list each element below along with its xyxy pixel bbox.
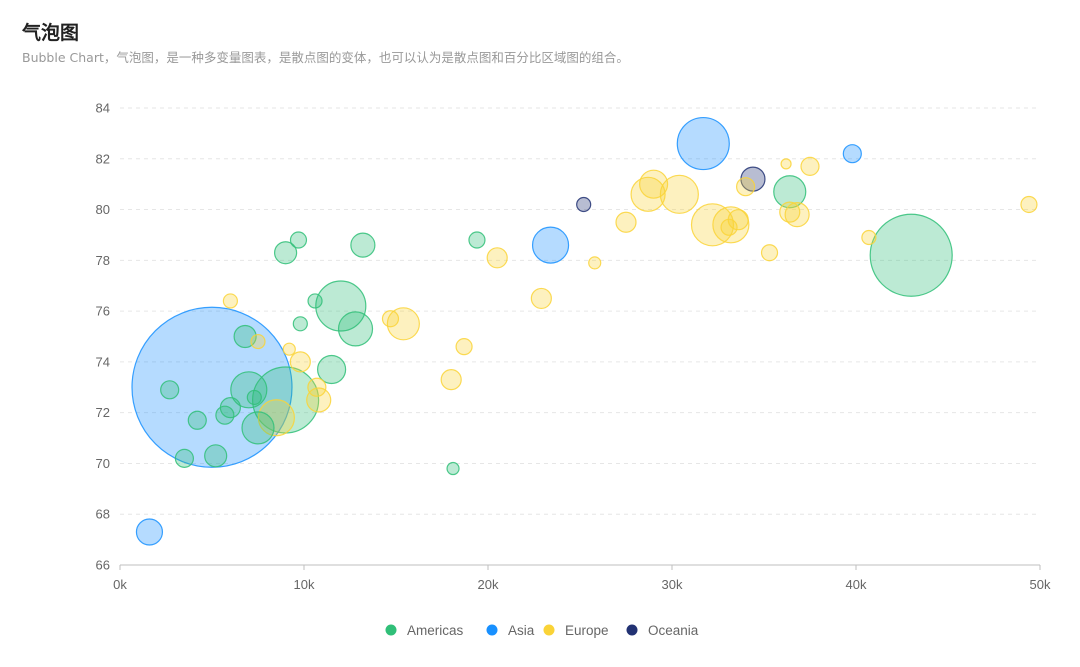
x-tick-label: 10k — [294, 577, 315, 592]
y-tick-label: 70 — [96, 456, 110, 471]
bubble-americas[interactable] — [204, 444, 228, 468]
legend-marker — [626, 624, 638, 636]
bubble-europe[interactable] — [1020, 195, 1038, 214]
bubble-europe[interactable] — [306, 387, 332, 413]
bubble-europe[interactable] — [222, 293, 238, 309]
bubble-asia[interactable] — [676, 116, 730, 171]
bubble-americas[interactable] — [230, 371, 268, 409]
bubble-europe[interactable] — [386, 307, 420, 341]
bubble-americas[interactable] — [289, 231, 308, 249]
chart-title: 气泡图 — [22, 22, 80, 44]
bubble-americas[interactable] — [307, 293, 323, 309]
bubble-americas[interactable] — [160, 380, 180, 400]
bubble-europe[interactable] — [712, 206, 750, 244]
legend-item-oceania[interactable]: Oceania — [626, 623, 699, 638]
bubble-asia[interactable] — [131, 306, 293, 468]
bubble-americas[interactable] — [292, 316, 308, 332]
bubble-europe[interactable] — [659, 174, 699, 214]
legend-item-americas[interactable]: Americas — [385, 623, 464, 638]
bubble-asia[interactable] — [842, 144, 862, 164]
bubble-oceania[interactable] — [576, 196, 592, 213]
bubble-americas[interactable] — [869, 213, 953, 297]
y-tick-label: 78 — [96, 253, 110, 268]
bubble-americas[interactable] — [350, 232, 376, 258]
x-tick-label: 30k — [662, 577, 683, 592]
y-tick-label: 84 — [96, 101, 110, 116]
bubble-americas[interactable] — [174, 448, 194, 468]
legend-marker — [486, 624, 498, 636]
bubble-europe[interactable] — [455, 338, 473, 356]
legend-marker — [385, 624, 397, 636]
bubble-americas[interactable] — [773, 175, 807, 209]
bubble-europe[interactable] — [250, 333, 266, 350]
bubble-americas[interactable] — [315, 280, 367, 332]
bubble-europe[interactable] — [307, 377, 327, 397]
bubble-europe[interactable] — [486, 247, 508, 269]
legend-label: Europe — [565, 623, 609, 638]
y-tick-label: 80 — [96, 202, 110, 217]
bubble-europe[interactable] — [440, 369, 462, 391]
bubble-europe[interactable] — [282, 342, 296, 356]
bubble-europe[interactable] — [760, 244, 779, 262]
x-tick-label: 50k — [1030, 577, 1051, 592]
bubble-asia[interactable] — [135, 518, 164, 546]
bubble-europe[interactable] — [784, 202, 810, 228]
legend-label: Oceania — [648, 623, 699, 638]
y-tick-label: 76 — [96, 304, 110, 319]
bubble-americas[interactable] — [337, 311, 374, 347]
bubble-europe[interactable] — [289, 351, 311, 373]
bubble-americas[interactable] — [468, 231, 486, 249]
bubble-europe[interactable] — [381, 310, 400, 328]
axes: 66 68 70 72 74 76 78 80 82 84 0k 10k 20k 30k 40k 50k — [96, 101, 1051, 593]
bubble-americas[interactable] — [246, 389, 262, 406]
bubble-americas[interactable] — [241, 411, 275, 445]
grid-lines — [120, 107, 1040, 515]
bubble-americas[interactable] — [274, 241, 298, 265]
legend-label: Asia — [508, 623, 535, 638]
bubble-americas[interactable] — [187, 410, 207, 430]
bubble-europe[interactable] — [800, 156, 820, 176]
y-tick-label: 72 — [96, 405, 110, 420]
x-tick-label: 40k — [846, 577, 867, 592]
bubble-europe[interactable] — [779, 201, 801, 223]
bubble-europe[interactable] — [861, 229, 877, 246]
legend: Americas Asia Europe Oceania — [385, 623, 699, 638]
y-tick-label: 74 — [96, 354, 110, 369]
bubble-europe[interactable] — [735, 177, 756, 197]
bubble-americas[interactable] — [446, 461, 460, 476]
y-tick-label: 82 — [96, 151, 110, 166]
bubble-europe[interactable] — [615, 211, 637, 233]
bubbles — [131, 116, 1038, 546]
bubble-americas[interactable] — [317, 354, 347, 385]
bubble-europe[interactable] — [257, 399, 295, 437]
bubble-europe[interactable] — [588, 256, 602, 270]
bubble-americas[interactable] — [215, 405, 235, 425]
bubble-europe[interactable] — [530, 287, 552, 310]
bubble-europe[interactable] — [780, 158, 792, 170]
y-tick-label: 66 — [96, 558, 110, 573]
bubble-europe[interactable] — [638, 169, 669, 199]
bubble-asia[interactable] — [531, 226, 570, 264]
legend-marker — [543, 624, 555, 636]
chart-subtitle: Bubble Chart，气泡图，是一种多变量图表，是散点图的变体，也可以认为是… — [22, 50, 629, 65]
y-tick-label: 68 — [96, 507, 110, 522]
legend-item-europe[interactable]: Europe — [543, 623, 609, 638]
bubble-europe[interactable] — [720, 218, 738, 236]
legend-label: Americas — [407, 623, 464, 638]
legend-item-asia[interactable]: Asia — [486, 623, 535, 638]
x-tick-label: 0k — [113, 577, 127, 592]
x-tick-label: 20k — [478, 577, 499, 592]
